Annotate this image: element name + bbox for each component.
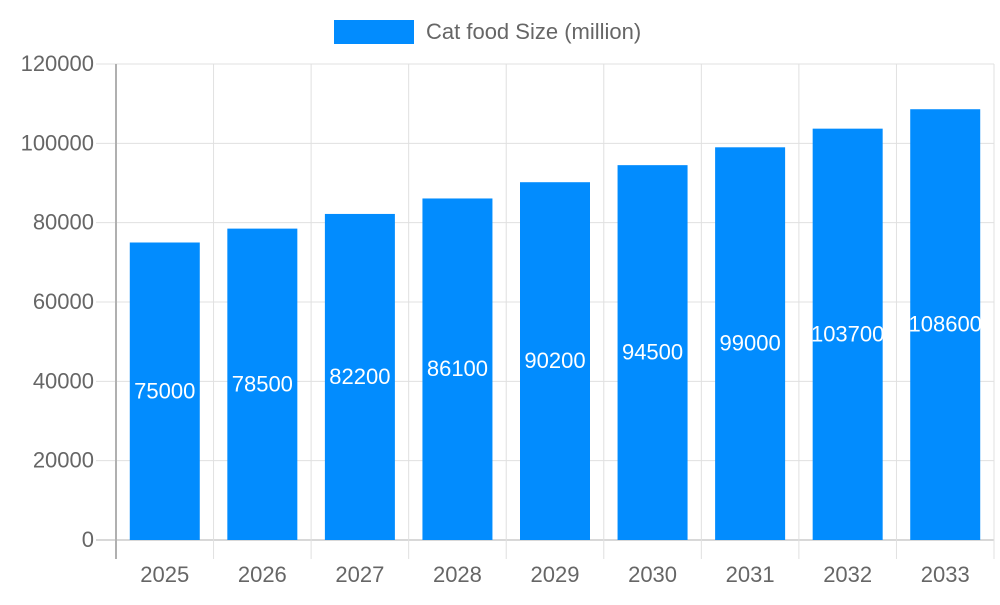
- legend-label: Cat food Size (million): [426, 19, 641, 44]
- x-tick-label: 2031: [726, 562, 775, 587]
- y-tick-label: 120000: [21, 51, 94, 76]
- data-label: 78500: [232, 371, 293, 396]
- data-label: 99000: [720, 331, 781, 356]
- bar: [227, 228, 298, 540]
- legend[interactable]: Cat food Size (million): [334, 19, 641, 44]
- axes: 0 20000 40000 60000 80000 100000 120000 2025 202…: [21, 51, 970, 587]
- data-label: 75000: [134, 378, 195, 403]
- x-tick-label: 2029: [531, 562, 580, 587]
- x-tick-label: 2028: [433, 562, 482, 587]
- x-tick-label: 2030: [628, 562, 677, 587]
- data-label: 86100: [427, 356, 488, 381]
- bar: [324, 213, 395, 540]
- bars: 75000 78500 82200 86100 90200 94500 99000 10370…: [129, 109, 982, 541]
- bar: [715, 147, 786, 541]
- y-tick-label: 60000: [33, 289, 94, 314]
- y-tick-label: 80000: [33, 210, 94, 235]
- bar: [910, 109, 981, 540]
- legend-swatch: [334, 20, 414, 44]
- data-label: 82200: [329, 364, 390, 389]
- bar: [422, 198, 493, 540]
- x-tick-label: 2033: [921, 562, 970, 587]
- y-tick-label: 0: [82, 527, 94, 552]
- data-label: 103700: [811, 321, 884, 346]
- bar: [129, 242, 200, 540]
- x-tick-label: 2027: [335, 562, 384, 587]
- y-tick-label: 20000: [33, 448, 94, 473]
- x-tick-label: 2032: [823, 562, 872, 587]
- x-tick-label: 2026: [238, 562, 287, 587]
- bar: [520, 182, 590, 540]
- bar: [617, 165, 688, 540]
- bar: [812, 128, 883, 540]
- x-tick-label: 2025: [140, 562, 189, 587]
- data-label: 94500: [622, 340, 683, 365]
- data-label: 108600: [909, 312, 982, 337]
- data-label: 90200: [524, 348, 585, 373]
- y-tick-label: 100000: [21, 130, 94, 155]
- y-tick-label: 40000: [33, 368, 94, 393]
